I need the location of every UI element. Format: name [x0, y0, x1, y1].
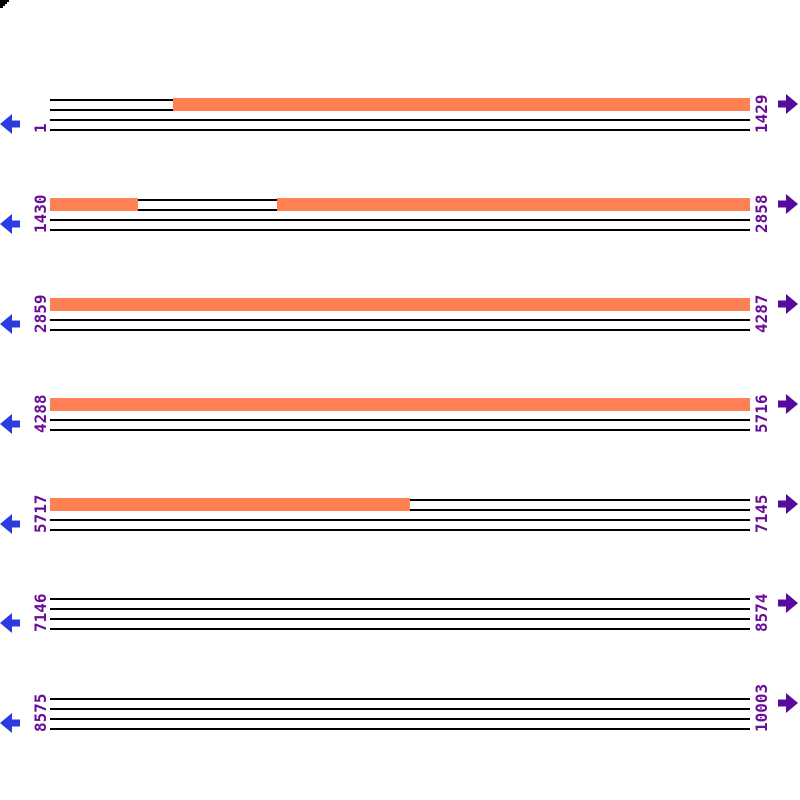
alignment-row: 1 1429: [0, 85, 800, 145]
arrow-left-icon: [0, 713, 20, 733]
arrow-right-icon: [778, 494, 798, 514]
gridline: [50, 698, 750, 700]
arrow-right-icon: [778, 94, 798, 114]
row-end-coordinate: 10003: [752, 683, 771, 732]
arrow-left-icon: [0, 114, 20, 134]
row-end-coordinate: 7145: [752, 494, 771, 533]
arrow-right-icon: [778, 294, 798, 314]
alignment-row: 8575 10003: [0, 684, 800, 744]
gridline: [50, 519, 750, 521]
arrow-left-icon: [0, 214, 20, 234]
gridline: [50, 419, 750, 421]
match-bar: [50, 198, 139, 211]
gridline: [50, 728, 750, 730]
match-bar: [50, 298, 750, 311]
gridline: [50, 628, 750, 630]
alignment-row: 5717 7145: [0, 485, 800, 545]
arrow-left-icon: [0, 514, 20, 534]
gridline: [50, 329, 750, 331]
row-start-coordinate: 2859: [31, 294, 50, 333]
cropped-glyph-artifact: [0, 0, 9, 8]
row-start-coordinate: 1430: [31, 194, 50, 233]
arrow-left-icon: [0, 314, 20, 334]
alignment-row: 2859 4287: [0, 285, 800, 345]
row-end-coordinate: 8574: [752, 593, 771, 632]
gridline: [50, 229, 750, 231]
row-end-coordinate: 4287: [752, 294, 771, 333]
gridline: [50, 129, 750, 131]
arrow-right-icon: [778, 693, 798, 713]
match-bar: [50, 398, 750, 411]
gridline: [50, 618, 750, 620]
alignment-row: 1430 2858: [0, 185, 800, 245]
arrow-left-icon: [0, 613, 20, 633]
gridline: [50, 598, 750, 600]
arrow-left-icon: [0, 414, 20, 434]
gridline: [50, 608, 750, 610]
row-start-coordinate: 8575: [31, 693, 50, 732]
gridline: [50, 529, 750, 531]
alignment-row: 7146 8574: [0, 584, 800, 644]
arrow-right-icon: [778, 593, 798, 613]
row-start-coordinate: 7146: [31, 593, 50, 632]
row-start-coordinate: 4288: [31, 394, 50, 433]
row-start-coordinate: 5717: [31, 494, 50, 533]
gridline: [50, 708, 750, 710]
gridline: [50, 119, 750, 121]
arrow-right-icon: [778, 394, 798, 414]
match-bar: [276, 198, 750, 211]
gridline: [50, 319, 750, 321]
gridline: [50, 718, 750, 720]
gridline: [50, 429, 750, 431]
row-end-coordinate: 5716: [752, 394, 771, 433]
row-end-coordinate: 1429: [752, 94, 771, 133]
row-start-coordinate: 1: [31, 123, 50, 133]
match-bar: [173, 98, 750, 111]
alignment-row: 4288 5716: [0, 385, 800, 445]
row-end-coordinate: 2858: [752, 194, 771, 233]
match-bar: [50, 498, 410, 511]
arrow-right-icon: [778, 194, 798, 214]
gridline: [50, 219, 750, 221]
